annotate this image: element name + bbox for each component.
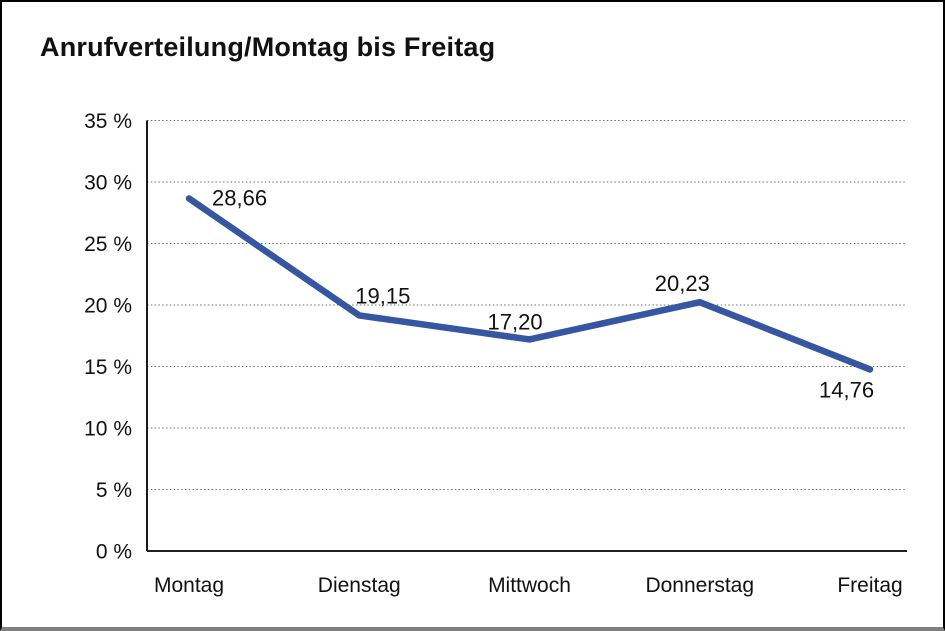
y-tick-label: 25 % [84, 233, 132, 256]
y-tick-label: 5 % [96, 479, 132, 502]
x-category-label: Mittwoch [488, 574, 571, 597]
data-point-label: 19,15 [355, 283, 410, 308]
x-category-label: Freitag [837, 574, 902, 597]
x-category-label: Montag [154, 574, 224, 597]
y-tick-label: 0 % [96, 541, 132, 564]
y-tick-label: 30 % [84, 172, 132, 195]
y-tick-label: 15 % [84, 356, 132, 379]
x-category-label: Dienstag [318, 574, 401, 597]
chart-title: Anrufverteilung/Montag bis Freitag [40, 32, 496, 62]
y-tick-label: 10 % [84, 418, 132, 441]
y-tick-label: 20 % [84, 295, 132, 318]
data-point-label: 28,66 [212, 185, 267, 210]
data-point-label: 14,76 [819, 377, 874, 402]
data-series-line [185, 195, 874, 373]
data-point-label: 17,20 [488, 309, 543, 334]
x-category-label: Donnerstag [645, 574, 754, 597]
data-point-label: 20,23 [655, 271, 710, 296]
y-tick-label: 35 % [84, 110, 132, 133]
